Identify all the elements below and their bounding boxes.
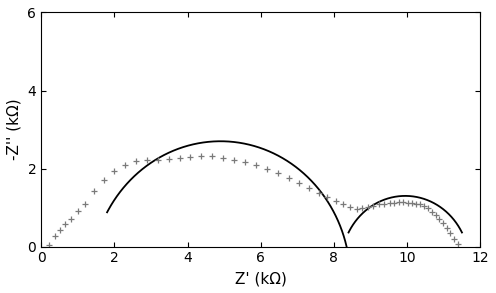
Y-axis label: -Z'' (kΩ): -Z'' (kΩ) <box>7 99 22 160</box>
X-axis label: Z' (kΩ): Z' (kΩ) <box>235 271 287 286</box>
